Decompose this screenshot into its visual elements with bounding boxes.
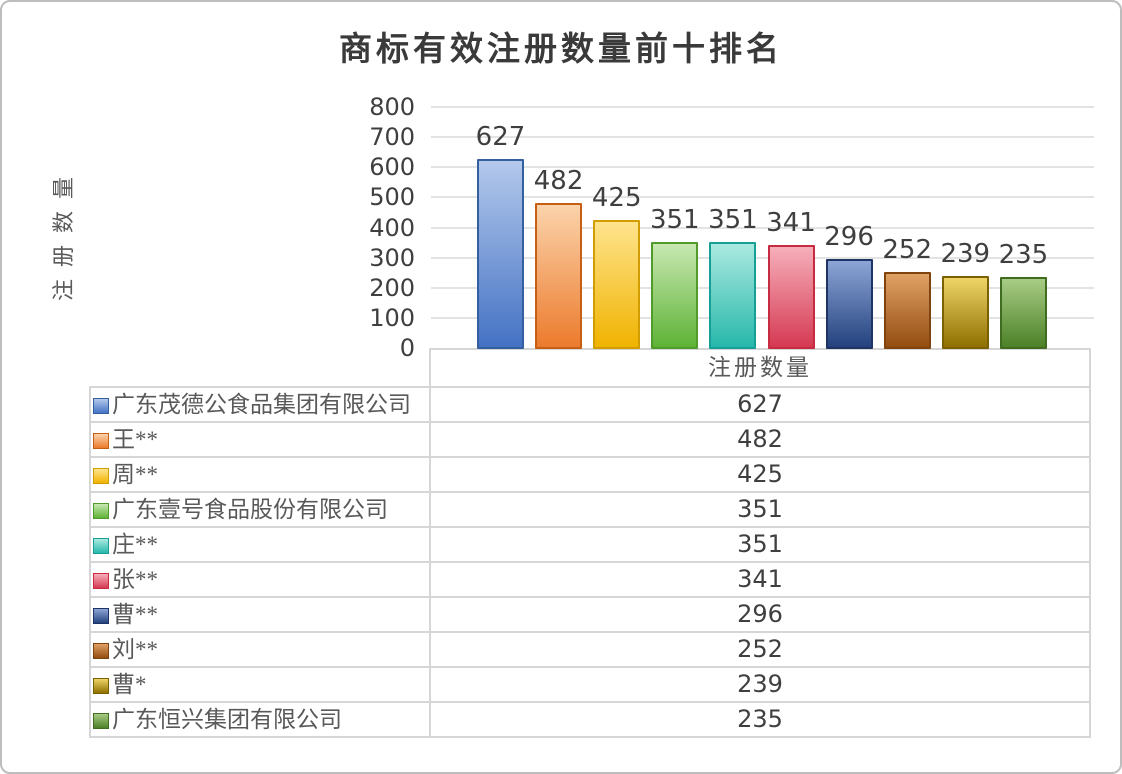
legend-swatch-icon: [93, 713, 109, 729]
legend-cell: 曹*: [89, 666, 431, 703]
legend-cell: 广东壹号食品股份有限公司: [89, 491, 431, 528]
y-axis-tick-label: 0: [399, 334, 415, 362]
legend-swatch-icon: [93, 678, 109, 694]
gridline: [431, 196, 1094, 199]
bar: [999, 277, 1047, 349]
bar-value-label: 351: [708, 205, 758, 236]
gridline: [431, 166, 1094, 169]
legend-cell: 刘**: [89, 631, 431, 668]
legend-cell: 张**: [89, 561, 431, 598]
table-row: 广东恒兴集团有限公司 235: [89, 701, 1091, 738]
legend-label: 周**: [112, 462, 158, 487]
y-axis-tick-label: 300: [369, 243, 415, 272]
table-row: 刘** 252: [89, 631, 1091, 668]
bar: [651, 242, 699, 349]
legend-cell: 周**: [89, 456, 431, 493]
value-cell: 627: [429, 386, 1091, 423]
table-row: 庄** 351: [89, 526, 1091, 563]
y-axis-tick-label: 700: [369, 123, 415, 152]
legend-label: 广东恒兴集团有限公司: [112, 707, 342, 732]
value-cell: 252: [429, 631, 1091, 668]
bar: [593, 220, 641, 349]
value-cell: 296: [429, 596, 1091, 633]
legend-cell: 庄**: [89, 526, 431, 563]
bar-value-label: 341: [766, 208, 816, 239]
gridline: [431, 256, 1094, 259]
table-row: 广东茂德公食品集团有限公司 627: [89, 386, 1091, 423]
legend-label: 曹*: [112, 672, 147, 697]
bar-value-label: 239: [940, 239, 991, 269]
bar-value-label: 482: [533, 165, 584, 196]
table-row: 张** 341: [89, 561, 1091, 598]
legend-label: 张**: [112, 567, 158, 592]
table-row: 王** 482: [89, 421, 1091, 458]
table-header-row: 注册数量: [90, 348, 1091, 388]
legend-cell: 广东茂德公食品集团有限公司: [89, 386, 431, 423]
legend-swatch-icon: [93, 573, 109, 589]
table-row: 广东壹号食品股份有限公司 351: [89, 491, 1091, 528]
bar-value-label: 351: [649, 205, 700, 236]
legend-swatch-icon: [93, 643, 109, 659]
bar: [709, 242, 757, 349]
value-cell: 341: [429, 561, 1091, 598]
legend-label: 广东茂德公食品集团有限公司: [112, 392, 411, 417]
bar-value-label: 296: [824, 221, 874, 252]
value-cell: 351: [429, 491, 1091, 528]
bar-value-label: 235: [998, 240, 1049, 271]
bar: [535, 202, 583, 349]
legend-label: 刘**: [112, 637, 158, 662]
gridline: [431, 226, 1094, 229]
bar: [767, 245, 815, 349]
legend-label: 曹**: [112, 602, 158, 627]
legend-cell: 广东恒兴集团有限公司: [89, 701, 431, 738]
y-axis-tick-label: 400: [369, 213, 415, 242]
gridline: [431, 286, 1094, 289]
table-row: 周** 425: [89, 456, 1091, 493]
value-cell: 351: [429, 526, 1091, 563]
legend-label: 庄**: [112, 532, 158, 557]
legend-swatch-icon: [93, 608, 109, 624]
value-cell: 235: [429, 701, 1091, 738]
bar: [825, 258, 873, 349]
y-axis-tick-label: 500: [369, 183, 415, 212]
bar-value-label: 425: [591, 183, 642, 213]
legend-label: 广东壹号食品股份有限公司: [112, 497, 388, 522]
value-column-header: 注册数量: [429, 348, 1091, 388]
bar: [941, 276, 989, 349]
gridline: [431, 106, 1094, 108]
y-axis-tick-label: 100: [369, 303, 415, 332]
y-axis-tick-label: 200: [369, 273, 415, 302]
legend-label: 王**: [112, 427, 158, 452]
chart-title: 商标有效注册数量前十排名: [339, 32, 783, 68]
gridline: [431, 316, 1094, 319]
table-row: 曹** 296: [89, 596, 1091, 633]
bar: [477, 159, 524, 349]
y-axis-tick-label: 600: [369, 153, 415, 182]
table-row: 曹* 239: [89, 666, 1091, 703]
value-cell: 425: [429, 456, 1091, 493]
bar-value-label: 627: [475, 122, 526, 153]
legend-cell: 王**: [89, 421, 431, 458]
chart-data-table: 注册数量 广东茂德公食品集团有限公司 627 王** 482 周** 425 广东壹号食品股…: [89, 348, 1091, 738]
legend-swatch-icon: [93, 503, 109, 519]
bar-value-label: 252: [882, 235, 932, 266]
value-cell: 482: [429, 421, 1091, 458]
legend-cell: 曹**: [89, 596, 431, 633]
legend-swatch-icon: [93, 468, 109, 484]
gridline: [431, 136, 1094, 139]
bar: [883, 272, 931, 349]
legend-swatch-icon: [93, 538, 109, 554]
value-cell: 239: [429, 666, 1091, 703]
legend-swatch-icon: [93, 398, 109, 414]
y-axis-tick-label: 800: [369, 93, 415, 121]
legend-swatch-icon: [93, 433, 109, 449]
